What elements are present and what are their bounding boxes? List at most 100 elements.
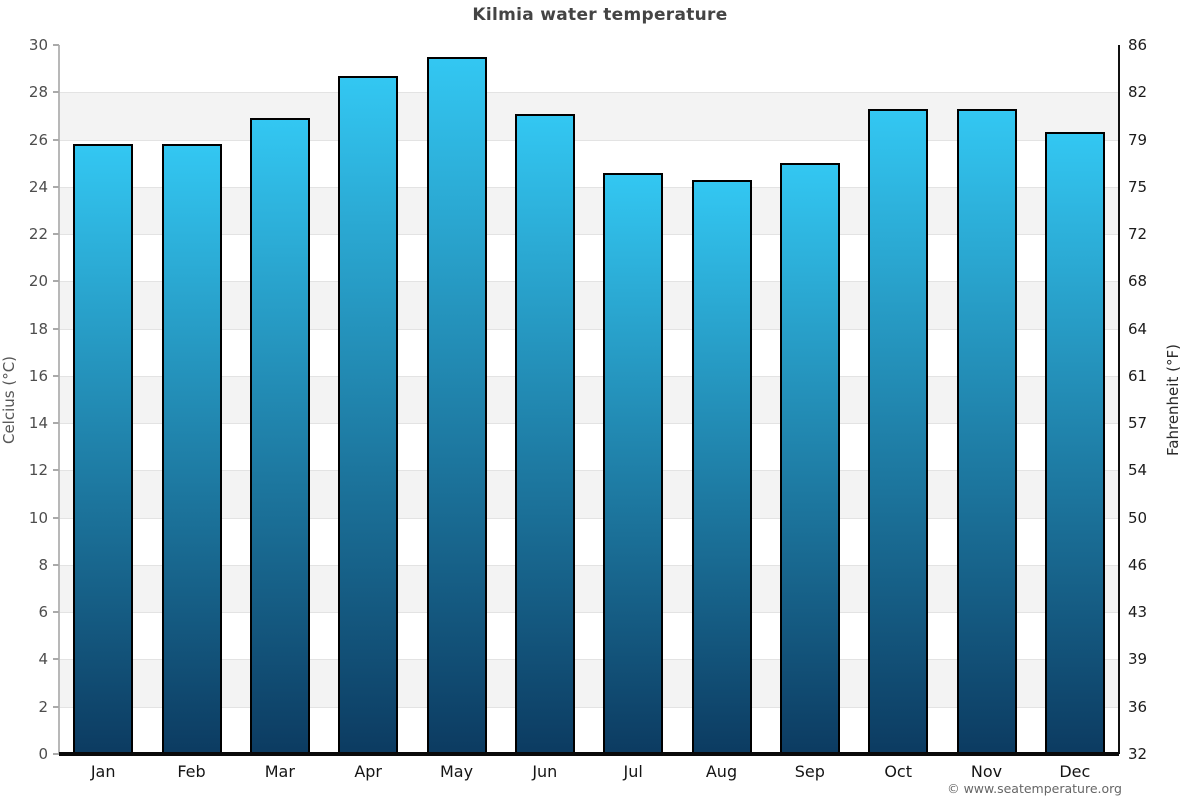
y-tick-label-celsius-22: 22 — [28, 225, 48, 244]
y-tick-label-fahrenheit-68: 68 — [1128, 272, 1148, 291]
gridline — [59, 517, 1119, 519]
chart-title: Kilmia water temperature — [472, 5, 728, 25]
background-band — [59, 45, 1119, 93]
x-tick-label-may: May — [439, 762, 474, 781]
x-tick-label-mar: Mar — [264, 762, 295, 781]
right-axis-spine — [1118, 45, 1120, 754]
y-tick-mark — [53, 611, 59, 614]
background-band — [59, 234, 1119, 282]
y-tick-label-fahrenheit-75: 75 — [1128, 177, 1148, 196]
y-tick-label-fahrenheit-50: 50 — [1128, 508, 1148, 527]
y-tick-label-celsius-28: 28 — [28, 83, 48, 102]
y-tick-mark — [53, 44, 59, 46]
x-axis-baseline — [59, 752, 1119, 756]
left-axis-spine — [58, 45, 60, 754]
gridline — [59, 234, 1119, 236]
x-tick-label-jan: Jan — [90, 762, 116, 781]
y-tick-label-fahrenheit-82: 82 — [1128, 83, 1148, 102]
y-tick-mark — [53, 516, 59, 519]
gridline — [59, 706, 1119, 708]
gridline — [59, 281, 1119, 283]
gridline — [59, 564, 1119, 566]
y-tick-mark — [53, 138, 59, 141]
x-tick-label-dec: Dec — [1059, 762, 1091, 781]
background-band — [59, 470, 1119, 518]
y-tick-label-fahrenheit-64: 64 — [1128, 319, 1148, 338]
y-tick-mark — [53, 658, 59, 661]
y-tick-label-celsius-2: 2 — [38, 697, 48, 716]
bar-apr — [338, 75, 399, 754]
gridline — [59, 470, 1119, 472]
x-tick-label-aug: Aug — [705, 762, 738, 781]
background-band — [59, 375, 1119, 424]
y-tick-mark — [53, 374, 59, 377]
background-band — [59, 517, 1119, 565]
y-tick-mark — [53, 185, 59, 188]
x-tick-label-nov: Nov — [970, 762, 1003, 781]
y-tick-label-celsius-26: 26 — [28, 130, 48, 149]
y-tick-mark — [53, 753, 59, 755]
y-tick-label-fahrenheit-86: 86 — [1128, 36, 1148, 54]
y-tick-label-fahrenheit-61: 61 — [1128, 366, 1148, 385]
y-tick-label-fahrenheit-36: 36 — [1128, 697, 1148, 716]
x-tick-label-feb: Feb — [177, 762, 206, 781]
x-tick-label-oct: Oct — [884, 762, 912, 781]
gridline — [59, 423, 1119, 425]
gridline — [59, 92, 1119, 94]
celsius-axis-label: Celcius (°C) — [0, 355, 18, 445]
background-band — [59, 423, 1119, 471]
y-tick-label-celsius-4: 4 — [38, 650, 48, 669]
watermark-text: © www.seatemperature.org — [947, 781, 1122, 796]
background-band — [59, 281, 1119, 329]
y-tick-label-celsius-10: 10 — [28, 508, 48, 527]
gridline — [59, 612, 1119, 614]
y-tick-label-fahrenheit-72: 72 — [1128, 225, 1148, 244]
y-tick-label-fahrenheit-39: 39 — [1128, 650, 1148, 669]
bar-jul — [603, 172, 664, 754]
x-tick-label-apr: Apr — [354, 762, 382, 781]
y-tick-label-celsius-16: 16 — [28, 366, 48, 385]
y-tick-label-celsius-24: 24 — [28, 177, 48, 196]
x-tick-label-jun: Jun — [532, 762, 558, 781]
y-tick-mark — [53, 280, 59, 283]
y-tick-label-celsius-0: 0 — [38, 745, 48, 763]
x-tick-label-jul: Jul — [623, 762, 643, 781]
y-tick-mark — [53, 233, 59, 236]
y-tick-label-celsius-6: 6 — [38, 603, 48, 622]
background-band — [59, 186, 1119, 235]
y-tick-label-celsius-8: 8 — [38, 555, 48, 574]
y-tick-label-celsius-20: 20 — [28, 272, 48, 291]
gridline — [59, 375, 1119, 377]
y-tick-label-fahrenheit-32: 32 — [1128, 745, 1148, 763]
y-tick-mark — [53, 422, 59, 425]
y-tick-label-celsius-30: 30 — [28, 36, 48, 54]
bar-may — [426, 56, 487, 754]
bar-mar — [249, 118, 310, 754]
y-tick-label-fahrenheit-79: 79 — [1128, 130, 1148, 149]
background-band — [59, 706, 1119, 754]
y-tick-mark — [53, 705, 59, 708]
background-band — [59, 612, 1119, 660]
background-band — [59, 92, 1119, 140]
y-tick-mark — [53, 563, 59, 566]
bar-dec — [1044, 132, 1105, 754]
x-tick-label-sep: Sep — [794, 762, 825, 781]
y-tick-label-celsius-14: 14 — [28, 414, 48, 433]
gridline — [59, 328, 1119, 330]
fahrenheit-axis-label: Fahrenheit (°F) — [1164, 344, 1182, 456]
bar-jun — [514, 113, 575, 754]
background-band — [59, 328, 1119, 376]
gridline — [59, 139, 1119, 141]
gridline — [59, 659, 1119, 661]
y-tick-label-fahrenheit-43: 43 — [1128, 603, 1148, 622]
plot-area — [58, 45, 1120, 756]
bar-nov — [956, 108, 1017, 754]
background-band — [59, 564, 1119, 613]
y-tick-label-fahrenheit-54: 54 — [1128, 461, 1148, 480]
bar-jan — [73, 144, 134, 754]
y-tick-label-celsius-18: 18 — [28, 319, 48, 338]
gridline — [59, 186, 1119, 188]
y-tick-mark — [53, 327, 59, 330]
y-tick-label-fahrenheit-46: 46 — [1128, 555, 1148, 574]
